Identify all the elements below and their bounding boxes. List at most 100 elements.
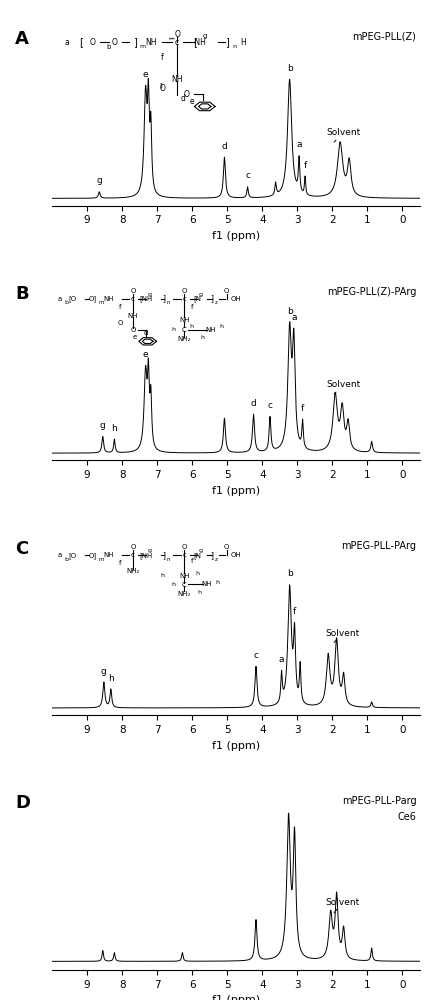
Text: c: c	[131, 296, 135, 302]
Text: b: b	[287, 64, 292, 73]
X-axis label: f1 (ppm): f1 (ppm)	[212, 741, 260, 751]
Text: mPEG-PLL-Parg: mPEG-PLL-Parg	[342, 796, 417, 806]
Text: ]: ]	[225, 37, 229, 47]
Text: Ce6: Ce6	[397, 812, 417, 822]
Text: O: O	[117, 320, 123, 326]
Text: O: O	[224, 288, 229, 294]
Text: O: O	[159, 84, 165, 93]
Text: b: b	[287, 569, 292, 578]
Text: a: a	[57, 296, 61, 302]
Text: a: a	[291, 313, 297, 322]
Text: h: h	[111, 424, 117, 433]
Text: a: a	[65, 38, 69, 47]
Text: g: g	[101, 667, 107, 676]
Text: g: g	[148, 292, 152, 297]
Text: mPEG-PLL-PArg: mPEG-PLL-PArg	[341, 541, 417, 551]
Text: d: d	[180, 94, 185, 103]
Text: NH: NH	[104, 296, 114, 302]
Text: NH: NH	[171, 75, 183, 84]
Text: Solvent: Solvent	[326, 380, 361, 394]
Text: f: f	[301, 404, 304, 413]
Text: f: f	[119, 304, 121, 310]
Text: NH: NH	[104, 552, 114, 558]
Text: h: h	[171, 582, 175, 587]
Text: [: [	[194, 37, 197, 47]
Text: e: e	[132, 334, 137, 340]
Text: c: c	[131, 552, 135, 558]
Text: f: f	[119, 560, 121, 566]
Text: [N: [N	[194, 295, 201, 302]
Text: h: h	[216, 580, 220, 585]
Text: O: O	[130, 288, 136, 294]
Text: z: z	[214, 557, 217, 562]
Text: Solvent: Solvent	[325, 629, 360, 642]
Text: h: h	[171, 327, 175, 332]
Text: g: g	[148, 548, 152, 553]
Text: ‖: ‖	[169, 36, 174, 39]
Text: c: c	[183, 552, 186, 558]
Text: h: h	[160, 573, 165, 578]
Text: O: O	[182, 288, 187, 294]
Text: NH: NH	[201, 581, 212, 587]
Text: h: h	[108, 674, 114, 683]
Text: e: e	[143, 70, 149, 79]
Text: z: z	[214, 300, 217, 305]
Text: O]: O]	[88, 295, 97, 302]
Text: g: g	[199, 548, 203, 553]
Text: NH: NH	[145, 38, 157, 47]
Text: NH₂: NH₂	[126, 568, 139, 574]
Text: [: [	[80, 37, 83, 47]
Text: NH: NH	[205, 327, 216, 333]
Text: h: h	[195, 571, 199, 576]
Text: O: O	[90, 38, 95, 47]
Text: h: h	[201, 335, 205, 340]
Text: ]: ]	[163, 551, 166, 560]
Text: c: c	[175, 38, 179, 47]
Text: c: c	[268, 401, 272, 410]
Text: h: h	[219, 324, 223, 329]
Text: ]: ]	[163, 294, 166, 303]
Text: b: b	[287, 307, 292, 316]
Text: ]: ]	[133, 37, 137, 47]
Text: [NH: [NH	[139, 552, 152, 559]
Text: d: d	[144, 330, 148, 336]
Text: Solvent: Solvent	[325, 898, 360, 913]
Text: g: g	[100, 421, 106, 430]
Text: O: O	[130, 327, 136, 333]
Text: O: O	[224, 544, 229, 550]
Text: O: O	[130, 544, 136, 550]
Text: H: H	[240, 38, 246, 47]
Text: f: f	[191, 304, 193, 310]
Text: NH₂: NH₂	[178, 336, 191, 342]
Text: n: n	[232, 44, 236, 49]
Text: NH: NH	[128, 313, 138, 319]
Text: [NH: [NH	[139, 295, 152, 302]
Text: f: f	[293, 607, 296, 616]
Text: C: C	[182, 327, 187, 333]
Text: a: a	[279, 655, 284, 664]
Text: b: b	[107, 44, 111, 50]
Text: O: O	[174, 30, 180, 39]
Text: C: C	[15, 540, 29, 558]
Text: d: d	[222, 142, 227, 151]
Text: m: m	[139, 44, 145, 49]
Text: D: D	[15, 794, 30, 812]
Text: g: g	[199, 292, 203, 297]
Text: m: m	[99, 557, 104, 562]
Text: d: d	[251, 399, 256, 408]
Text: O: O	[183, 90, 189, 99]
Text: g: g	[97, 176, 102, 185]
Text: a: a	[57, 552, 61, 558]
Text: [O: [O	[68, 552, 76, 559]
Text: h: h	[197, 590, 201, 595]
Text: [O: [O	[68, 295, 76, 302]
Text: O: O	[112, 38, 117, 47]
Text: f: f	[161, 53, 164, 62]
X-axis label: f1 (ppm): f1 (ppm)	[212, 486, 260, 496]
Text: c: c	[253, 651, 259, 660]
Text: mPEG-PLL(Z): mPEG-PLL(Z)	[352, 32, 417, 42]
Text: A: A	[15, 30, 29, 48]
Text: ]: ]	[210, 551, 213, 560]
Text: e: e	[143, 350, 149, 359]
Text: m: m	[99, 300, 104, 305]
